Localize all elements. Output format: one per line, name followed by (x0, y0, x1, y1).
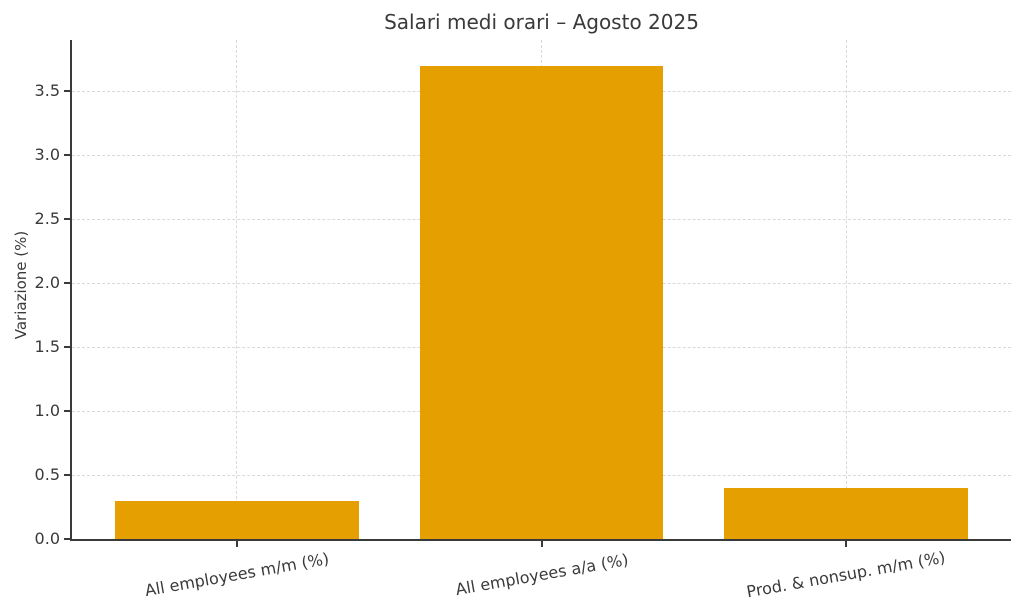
x-tick-label: All employees a/a (%) (453, 549, 630, 600)
y-tick-label: 2.5 (34, 209, 60, 229)
bar (114, 500, 359, 539)
y-tick-mark (64, 346, 71, 349)
x-tick-mark (540, 541, 543, 547)
y-tick-label: 2.0 (34, 273, 60, 293)
y-tick-label: 3.0 (34, 145, 60, 165)
y-tick-mark (64, 282, 71, 285)
y-tick-mark (64, 218, 71, 221)
y-tick-label: 0.5 (34, 465, 60, 485)
y-tick-mark (64, 538, 71, 540)
y-tick-label: 3.5 (34, 81, 60, 101)
y-tick-mark (64, 154, 71, 157)
y-tick-mark (64, 410, 71, 413)
bar (419, 65, 664, 539)
y-tick-mark (64, 90, 71, 93)
y-tick-label: 1.5 (34, 337, 60, 357)
x-gridline (845, 40, 847, 539)
x-tick-label: Prod. & nonsup. m/m (%) (745, 547, 948, 602)
y-tick-label: 0.0 (34, 529, 60, 548)
x-gridline (236, 40, 238, 539)
y-tick-mark (64, 474, 71, 477)
y-tick-label: 1.0 (34, 401, 60, 421)
x-tick-mark (845, 541, 848, 547)
x-tick-label: All employees m/m (%) (142, 548, 331, 601)
plot-area (70, 40, 1011, 541)
bar (724, 487, 969, 539)
x-tick-mark (235, 541, 238, 547)
chart-title: Salari medi orari – Agosto 2025 (384, 10, 699, 34)
